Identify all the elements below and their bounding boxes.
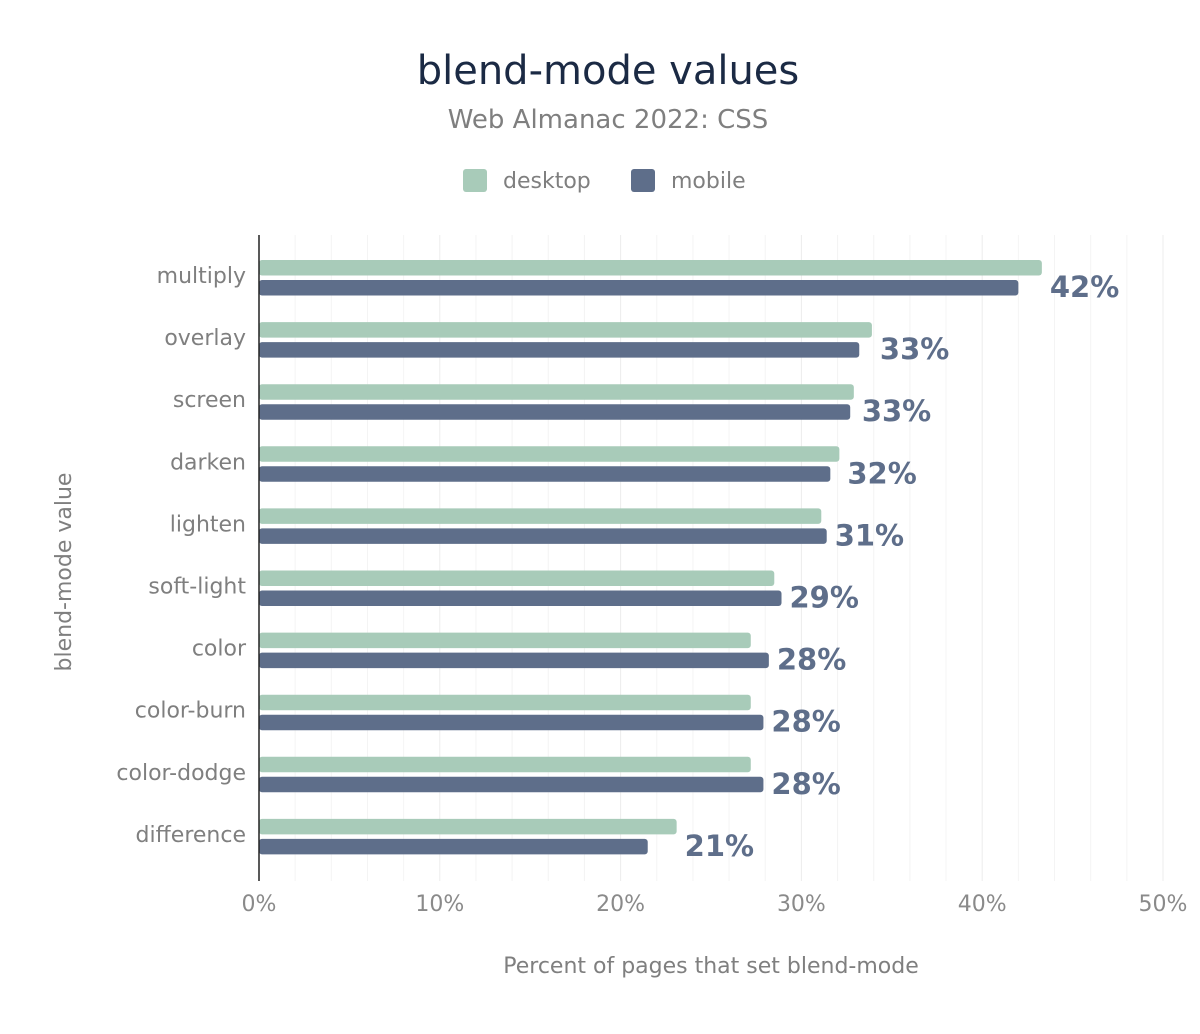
legend-swatch-desktop [463,169,487,192]
bar-desktop-screen [259,384,854,400]
bar-mobile-screen [259,404,851,420]
data-label-difference: 21% [685,829,754,863]
x-tick-label-30: 30% [777,892,826,917]
y-tick-label-multiply: multiply [157,264,246,289]
bar-desktop-soft-light [259,570,775,586]
bar-desktop-overlay [259,322,872,338]
legend-swatch-mobile [631,169,655,192]
y-tick-label-lighten: lighten [170,512,246,537]
y-tick-label-soft-light: soft-light [148,575,246,600]
bar-mobile-darken [259,466,831,482]
bar-mobile-soft-light [259,590,782,606]
y-tick-label-difference: difference [136,823,246,848]
bar-desktop-color [259,632,751,649]
x-tick-label-40: 40% [958,892,1007,917]
data-label-overlay: 33% [880,332,949,366]
data-label-lighten: 31% [835,518,904,552]
bar-mobile-color-dodge [259,776,764,793]
bar-mobile-color [259,652,769,669]
bar-mobile-lighten [259,528,827,544]
bar-desktop-multiply [259,260,1042,276]
x-tick-label-0: 0% [242,892,277,917]
y-tick-label-color-burn: color-burn [135,699,246,724]
y-axis-tick-labels: multiply overlay screen darken lighten soft-l… [116,264,247,848]
bar-desktop-color-dodge [259,756,751,773]
x-axis-tick-labels: 0% 10% 20% 30% 40% 50% [242,892,1188,917]
legend: desktop mobile [463,169,746,194]
y-tick-label-darken: darken [170,450,246,475]
data-label-multiply: 42% [1050,270,1119,304]
bar-mobile-overlay [259,342,860,358]
data-label-darken: 32% [847,456,916,490]
data-label-color-burn: 28% [771,705,840,739]
x-tick-label-50: 50% [1139,892,1188,917]
x-axis-title: Percent of pages that set blend-mode [503,954,919,979]
bar-desktop-lighten [259,508,822,524]
bars [259,260,1042,855]
chart-subtitle: Web Almanac 2022: CSS [448,105,769,135]
y-tick-label-screen: screen [173,388,246,413]
bar-mobile-difference [259,838,648,855]
bar-mobile-color-burn [259,714,764,731]
y-tick-label-color: color [192,637,247,662]
data-label-soft-light: 29% [790,581,859,615]
bar-mobile-multiply [259,280,1019,296]
data-labels: 42% 33% 33% 32% 31% 29% 28% 28% 28% 21% [685,270,1120,863]
bar-desktop-darken [259,446,840,462]
x-tick-label-20: 20% [596,892,645,917]
y-axis-title: blend-mode value [52,473,77,672]
x-tick-label-10: 10% [415,892,464,917]
y-tick-label-overlay: overlay [164,326,246,351]
bar-desktop-color-burn [259,694,751,711]
data-label-color: 28% [777,643,846,677]
legend-label-mobile: mobile [671,169,746,194]
legend-label-desktop: desktop [503,169,591,194]
bar-desktop-difference [259,818,677,835]
data-label-screen: 33% [862,394,931,428]
data-label-color-dodge: 28% [771,767,840,801]
y-tick-label-color-dodge: color-dodge [116,761,246,786]
chart-title: blend-mode values [417,48,800,94]
